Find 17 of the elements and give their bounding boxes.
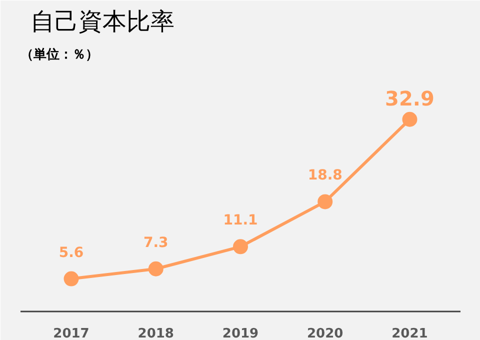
- x-tick-label: 2021: [392, 326, 428, 340]
- point: [64, 271, 79, 286]
- x-tick-label: 2020: [307, 326, 344, 340]
- x-tick-label: 2017: [53, 326, 90, 340]
- point: [233, 239, 248, 254]
- point: [148, 261, 164, 276]
- data-label: 5.6: [58, 244, 84, 261]
- data-label: 7.3: [143, 234, 168, 251]
- point: [402, 112, 418, 127]
- data-label: 18.8: [308, 168, 342, 184]
- data-label: 32.9: [385, 86, 434, 110]
- chart-title: 自己資本比率: [30, 8, 174, 36]
- point: [318, 194, 333, 210]
- x-tick-label: 2018: [138, 326, 174, 340]
- x-tick-label: 2019: [222, 326, 259, 340]
- chart-subtitle: （単位：％）: [20, 48, 98, 62]
- data-label: 11.1: [223, 212, 258, 229]
